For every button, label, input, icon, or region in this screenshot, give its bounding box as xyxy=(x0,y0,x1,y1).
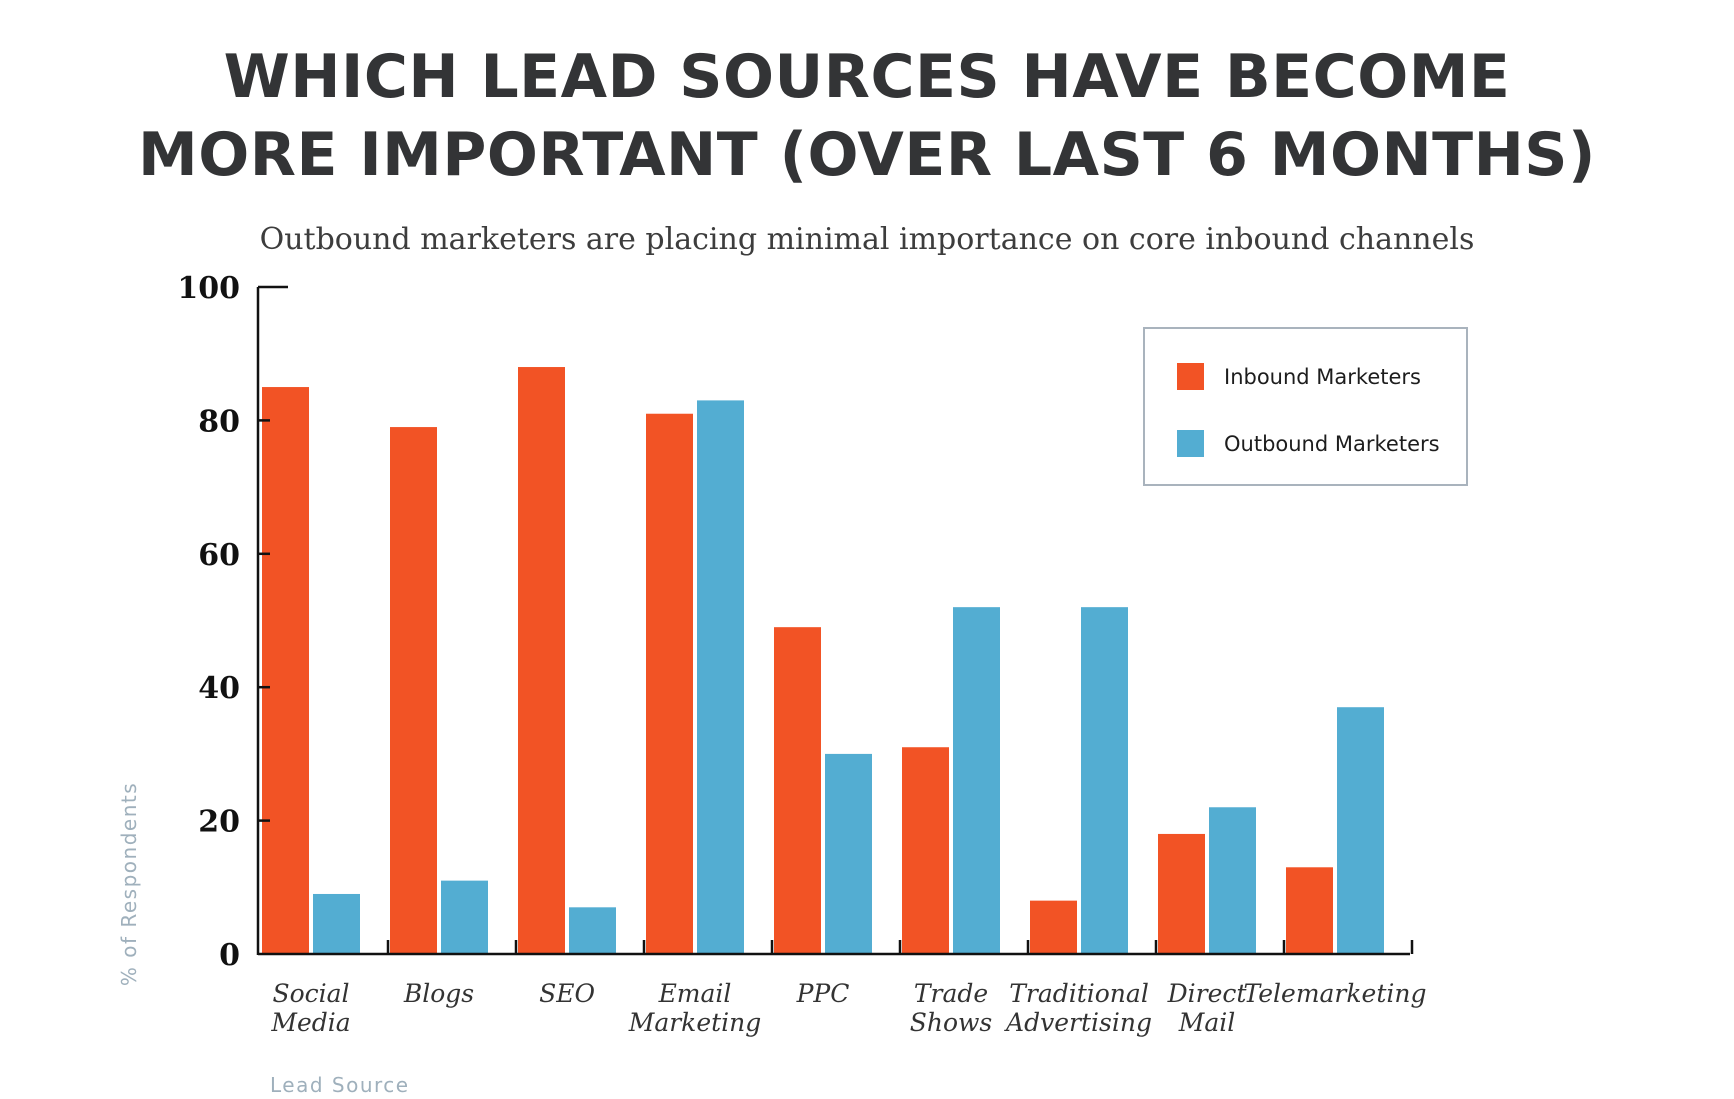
x-label-line: Trade xyxy=(914,979,988,1008)
chart-title: WHICH LEAD SOURCES HAVE BECOME MORE IMPO… xyxy=(0,38,1734,194)
x-label-line: Shows xyxy=(910,1008,993,1037)
bar-inbound-marketers-direct-mail xyxy=(1158,833,1205,954)
chart-subtitle: Outbound marketers are placing minimal i… xyxy=(259,222,1475,257)
x-label-line: PPC xyxy=(796,979,850,1008)
bar-outbound-marketers-seo xyxy=(569,907,616,954)
x-label-line: Marketing xyxy=(628,1008,762,1037)
bar-outbound-marketers-ppc xyxy=(825,753,872,954)
x-label-line: Advertising xyxy=(1004,1008,1152,1037)
bar-inbound-marketers-email-marketing xyxy=(646,413,693,955)
x-label-traditional-advertising: Traditional Advertising xyxy=(1004,979,1152,1037)
x-label-line: Media xyxy=(270,1008,350,1037)
x-label-social-media: Social Media xyxy=(270,979,350,1037)
bar-inbound-marketers-telemarketing xyxy=(1286,867,1333,954)
bar-outbound-marketers-email-marketing xyxy=(697,400,744,954)
bar-inbound-marketers-traditional-advertising xyxy=(1030,900,1077,954)
legend-label-outbound: Outbound Marketers xyxy=(1224,431,1440,456)
bar-inbound-marketers-blogs xyxy=(390,427,437,954)
y-tick-label-60: 60 xyxy=(198,538,240,573)
legend-item-inbound: Inbound Marketers xyxy=(1177,363,1421,390)
x-label-email-marketing: Email Marketing xyxy=(628,979,762,1037)
legend-label-inbound: Inbound Marketers xyxy=(1224,364,1421,389)
x-label-line: Email xyxy=(658,979,732,1008)
y-tick-label-40: 40 xyxy=(198,671,240,706)
bar-inbound-marketers-trade-shows xyxy=(902,747,949,954)
x-label-trade-shows: Trade Shows xyxy=(910,979,993,1037)
legend-item-outbound: Outbound Marketers xyxy=(1177,430,1440,457)
y-tick-label-0: 0 xyxy=(219,938,240,973)
bar-outbound-marketers-social-media xyxy=(313,893,360,954)
x-label-line: Blogs xyxy=(403,979,474,1008)
x-axis-title: Lead Source xyxy=(270,1073,410,1097)
bar-inbound-marketers-social-media xyxy=(262,387,309,954)
x-label-line: SEO xyxy=(539,979,595,1008)
legend-swatch-inbound xyxy=(1177,363,1204,390)
bar-inbound-marketers-ppc xyxy=(774,627,821,954)
bar-outbound-marketers-telemarketing xyxy=(1337,707,1384,954)
x-label-seo: SEO xyxy=(539,979,595,1008)
x-label-line: Social xyxy=(272,979,349,1008)
x-label-ppc: PPC xyxy=(796,979,850,1008)
bar-outbound-marketers-trade-shows xyxy=(953,607,1000,954)
x-label-telemarketing: Telemarketing xyxy=(1244,979,1427,1008)
legend-swatch-outbound xyxy=(1177,430,1204,457)
bar-inbound-marketers-seo xyxy=(518,367,565,954)
chart-title-line-2: MORE IMPORTANT (OVER LAST 6 MONTHS) xyxy=(138,120,1596,190)
x-label-direct-mail: Direct Mail xyxy=(1167,979,1248,1037)
x-label-line: Telemarketing xyxy=(1244,979,1427,1008)
y-tick-label-20: 20 xyxy=(198,805,240,840)
y-tick-label-100: 100 xyxy=(177,271,240,306)
x-label-line: Traditional xyxy=(1009,979,1149,1008)
y-axis-title: % of Respondents xyxy=(117,782,141,986)
y-tick-label-80: 80 xyxy=(198,404,240,439)
chart-title-line-1: WHICH LEAD SOURCES HAVE BECOME xyxy=(223,42,1511,112)
bar-outbound-marketers-traditional-advertising xyxy=(1081,607,1128,954)
chart-legend: Inbound Marketers Outbound Marketers xyxy=(1143,327,1468,486)
x-label-line: Mail xyxy=(1178,1008,1236,1037)
bar-outbound-marketers-direct-mail xyxy=(1209,807,1256,954)
x-label-line: Direct xyxy=(1167,979,1248,1008)
x-label-blogs: Blogs xyxy=(403,979,474,1008)
bar-outbound-marketers-blogs xyxy=(441,880,488,954)
